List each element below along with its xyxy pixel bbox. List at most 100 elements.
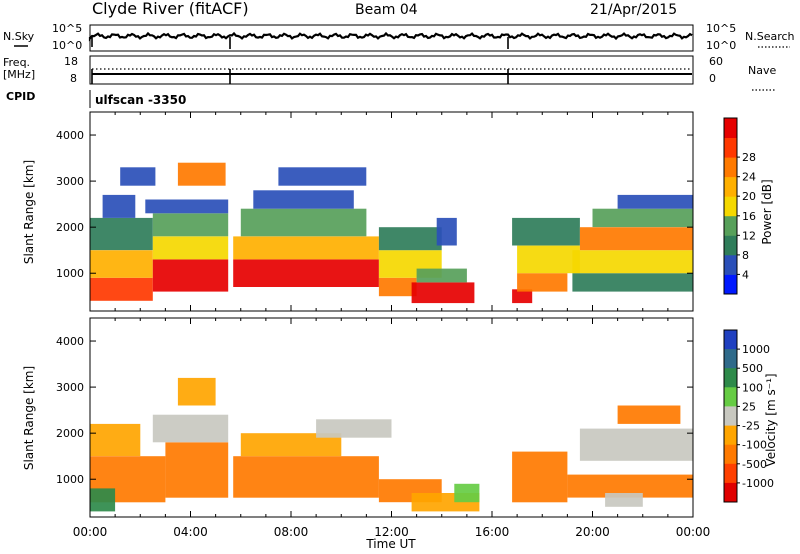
velocity-colorbar-swatch-7	[724, 463, 737, 484]
velocity-x-ticks	[89, 318, 694, 517]
nsky-trace	[88, 31, 693, 49]
velocity-panel-cell-14	[579, 428, 693, 461]
velocity-panel-cell-6	[233, 456, 379, 498]
freq-label-line1: Freq.	[3, 56, 30, 69]
power-panel-cell-13	[253, 190, 354, 209]
power-panel-cell-7	[145, 199, 229, 214]
velocity-panel-cell-12	[512, 451, 568, 503]
power-panel-cell-25	[572, 273, 693, 292]
power-colorbar-tick-3: 16	[742, 210, 756, 223]
power-panel-cell-14	[278, 167, 367, 186]
time-tick-label-5: 20:00	[575, 525, 610, 539]
power-panel-cell-21	[512, 289, 533, 304]
velocity-panel-cell-2	[90, 488, 116, 512]
nave-tick-top: 60	[709, 55, 723, 68]
power-panel-ytick-label-0: 1000	[56, 267, 84, 280]
power-panel-cell-1	[90, 250, 153, 278]
velocity-colorbar-tick-0: 1000	[742, 343, 770, 356]
time-axis-title: Time UT	[365, 537, 416, 551]
power-colorbar-swatch-8	[724, 118, 737, 138]
velocity-panel-cell-15	[617, 405, 681, 424]
velocity-panel-cell-8	[316, 419, 392, 438]
velocity-colorbar-frame	[723, 329, 738, 503]
power-panel-cell-2	[90, 217, 153, 251]
power-panel-cell-24	[512, 217, 580, 246]
velocity-colorbar-swatch-5	[724, 425, 737, 446]
power-colorbar-swatch-2	[724, 235, 737, 256]
station-title: Clyde River (fitACF)	[92, 0, 249, 18]
velocity-panel-cell-3	[152, 414, 229, 443]
power-colorbar-swatch-3	[724, 215, 737, 236]
time-tick-label-0: 00:00	[73, 525, 108, 539]
velocity-ylabel: Slant Range [km]	[22, 366, 36, 470]
power-panel-cell-9	[120, 167, 156, 186]
time-tick-label-1: 04:00	[173, 525, 208, 539]
freq-tick-bottom: 8	[70, 72, 77, 85]
power-panel-cell-29	[617, 194, 693, 209]
velocity-panel-cell-16	[605, 493, 643, 507]
power-panel-cell-15	[378, 277, 417, 297]
power-colorbar-swatch-7	[724, 137, 737, 158]
power-x-ticks	[89, 112, 694, 311]
velocity-panel-cell-4	[165, 442, 229, 498]
velocity-colorbar-tick-6: -500	[742, 458, 767, 471]
time-tick-label-6: 00:00	[676, 525, 711, 539]
power-panel-cell-22	[517, 273, 568, 292]
velocity-colorbar-swatch-0	[724, 330, 737, 350]
freq-strip-frame	[89, 55, 694, 85]
velocity-panel-cell-1	[90, 423, 141, 457]
velocity-colorbar-swatch-2	[724, 368, 737, 388]
power-panel-cell-17	[378, 227, 442, 251]
freq-tick-top: 18	[64, 55, 78, 68]
velocity-panel-ytick-label-2: 3000	[56, 381, 84, 394]
power-panel-cell-8	[177, 162, 226, 186]
nsearch-tick-bottom: 10^0	[706, 39, 736, 52]
power-colorbar-tick-4: 20	[742, 190, 756, 203]
power-panel-ytick-label-2: 3000	[56, 175, 84, 188]
power-panel-ytick-label-1: 2000	[56, 221, 84, 234]
velocity-panel-ytick-label-3: 4000	[56, 335, 84, 348]
nsky-label: N.Sky	[3, 30, 35, 43]
velocity-colorbar-tick-7: -1000	[742, 477, 774, 490]
time-axis-labels: 00:00 04:00 08:00 12:00 16:00 20:00 00:00	[73, 525, 711, 539]
velocity-panel-ytick-label-0: 1000	[56, 473, 84, 486]
velocity-panel-cell-13	[567, 474, 693, 498]
power-colorbar-swatch-6	[724, 157, 737, 178]
nsky-tick-bottom: 10^0	[52, 39, 82, 52]
velocity-colorbar-swatch-3	[724, 387, 737, 407]
date-title: 21/Apr/2015	[590, 2, 677, 18]
velocity-colorbar-tick-1: 500	[742, 362, 763, 375]
power-colorbar-swatch-0	[724, 274, 737, 295]
power-panel-cell-12	[240, 208, 367, 237]
power-panel-cell-6	[152, 213, 229, 237]
velocity-colorbar-swatch-4	[724, 406, 737, 426]
freq-label-line2: [MHz]	[3, 68, 35, 81]
power-colorbar-tick-1: 8	[742, 249, 749, 262]
nave-tick-bottom: 0	[709, 72, 716, 85]
power-panel-cell-10	[233, 259, 379, 287]
time-tick-label-4: 16:00	[475, 525, 510, 539]
cpid-label: CPID	[6, 90, 35, 103]
nsky-strip-frame	[89, 24, 694, 52]
power-panel-cell-11	[233, 236, 379, 260]
velocity-colorbar-tick-4: -25	[742, 420, 760, 433]
time-tick-label-3: 12:00	[374, 525, 409, 539]
power-colorbar-swatch-1	[724, 254, 737, 275]
power-panel-cell-26	[572, 250, 693, 274]
nsearch-tick-top: 10^5	[706, 22, 736, 35]
power-panel-cell-23	[517, 245, 580, 274]
nsky-line	[88, 31, 693, 42]
velocity-colorbar-swatch-1	[724, 349, 737, 369]
velocity-panel-cell-5	[177, 377, 216, 406]
power-data-layer	[90, 162, 693, 304]
velocity-colorbar-tick-5: -100	[742, 439, 767, 452]
time-tick-label-2: 08:00	[274, 525, 309, 539]
power-panel-cell-5	[152, 236, 229, 260]
power-colorbar: 4 8 12 16 20 24 28	[723, 117, 756, 295]
power-panel-cell-19	[416, 268, 467, 283]
power-panel-cell-18	[411, 282, 475, 304]
power-colorbar-tick-5: 24	[742, 171, 756, 184]
power-panel-cell-27	[579, 227, 693, 251]
freq-trace	[91, 68, 692, 84]
nsearch-label: N.Search	[745, 30, 795, 43]
